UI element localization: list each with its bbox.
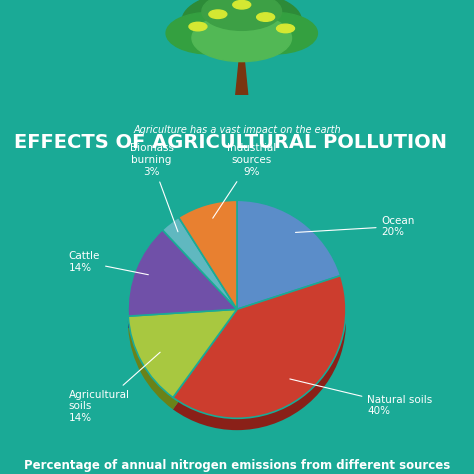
Circle shape (202, 0, 282, 30)
Text: Cattle
14%: Cattle 14% (69, 251, 148, 275)
Wedge shape (128, 242, 237, 328)
Wedge shape (128, 230, 237, 316)
Text: EFFECTS OF AGRICULTURAL POLLUTION: EFFECTS OF AGRICULTURAL POLLUTION (14, 133, 447, 152)
Text: Industrial
sources
9%: Industrial sources 9% (213, 143, 276, 218)
Wedge shape (237, 200, 341, 310)
Circle shape (182, 0, 301, 49)
Circle shape (257, 13, 274, 21)
Wedge shape (163, 217, 237, 310)
Wedge shape (163, 229, 237, 321)
Text: Ocean
20%: Ocean 20% (295, 216, 415, 237)
Wedge shape (128, 310, 237, 398)
Text: Biomass
burning
3%: Biomass burning 3% (130, 143, 178, 232)
Wedge shape (173, 287, 346, 430)
Circle shape (209, 10, 227, 18)
Text: Natural soils
40%: Natural soils 40% (290, 379, 433, 416)
Circle shape (192, 14, 292, 62)
Wedge shape (179, 200, 237, 310)
Text: Agriculture has a vast impact on the earth: Agriculture has a vast impact on the ear… (133, 125, 341, 135)
Circle shape (230, 12, 318, 54)
Circle shape (277, 24, 294, 33)
Text: Agricultural
soils
14%: Agricultural soils 14% (69, 352, 160, 423)
Text: Percentage of annual nitrogen emissions from different sources: Percentage of annual nitrogen emissions … (24, 459, 450, 472)
Wedge shape (173, 275, 346, 419)
Circle shape (233, 0, 251, 9)
Polygon shape (236, 55, 248, 95)
Wedge shape (179, 212, 237, 321)
Circle shape (166, 12, 254, 54)
Wedge shape (128, 321, 237, 410)
Wedge shape (237, 212, 341, 321)
Circle shape (189, 22, 207, 31)
